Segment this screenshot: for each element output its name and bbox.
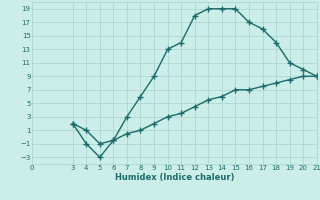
X-axis label: Humidex (Indice chaleur): Humidex (Indice chaleur): [115, 173, 234, 182]
